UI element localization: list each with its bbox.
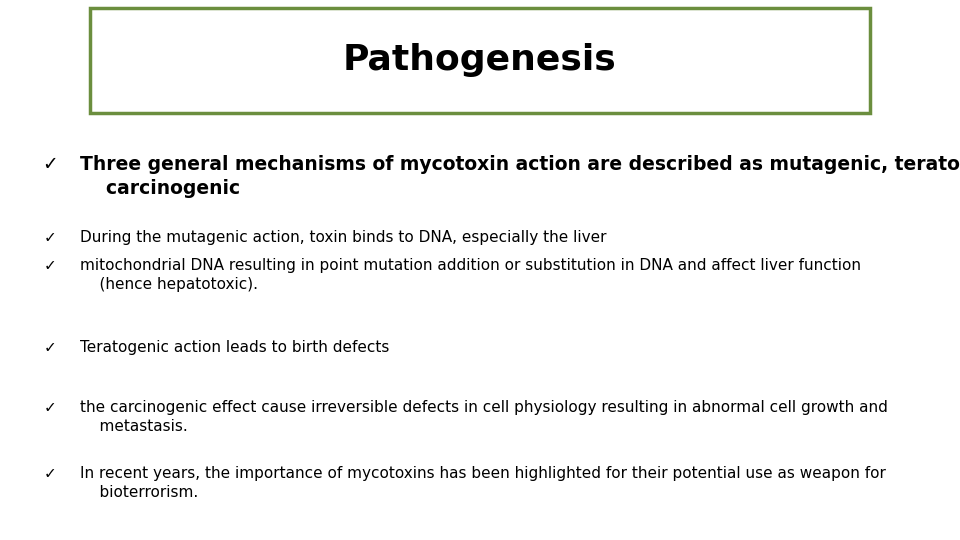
Text: Teratogenic action leads to birth defects: Teratogenic action leads to birth defect…	[80, 340, 390, 355]
Text: Three general mechanisms of mycotoxin action are described as mutagenic, teratog: Three general mechanisms of mycotoxin ac…	[80, 155, 960, 198]
Text: ✓: ✓	[43, 230, 57, 245]
Bar	[90, 8, 870, 113]
Text: mitochondrial DNA resulting in point mutation addition or substitution in DNA an: mitochondrial DNA resulting in point mut…	[80, 258, 861, 292]
Text: Pathogenesis: Pathogenesis	[343, 43, 617, 77]
Text: During the mutagenic action, toxin binds to DNA, especially the liver: During the mutagenic action, toxin binds…	[80, 230, 607, 245]
Text: ✓: ✓	[43, 340, 57, 355]
Text: the carcinogenic effect cause irreversible defects in cell physiology resulting : the carcinogenic effect cause irreversib…	[80, 400, 888, 434]
Text: ✓: ✓	[42, 155, 58, 174]
Text: In recent years, the importance of mycotoxins has been highlighted for their pot: In recent years, the importance of mycot…	[80, 466, 886, 500]
Text: ✓: ✓	[43, 400, 57, 415]
Text: ✓: ✓	[43, 258, 57, 273]
Text: ✓: ✓	[43, 466, 57, 481]
